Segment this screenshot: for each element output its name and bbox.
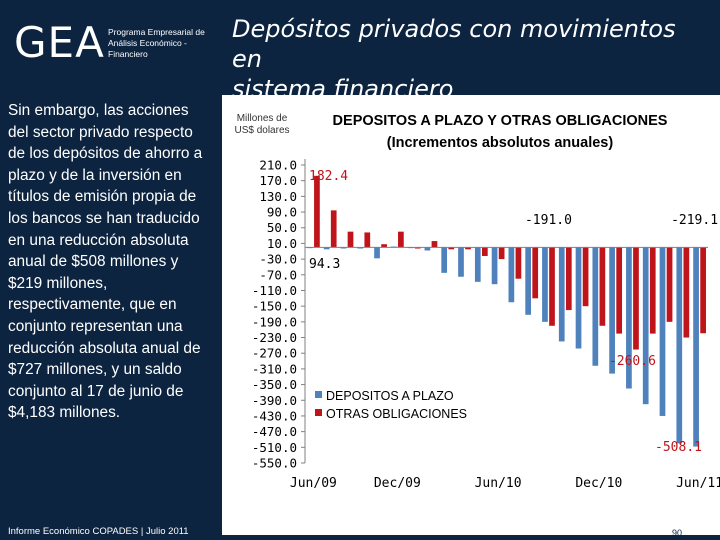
data-label: -508.1 <box>655 440 702 455</box>
obligaciones-bar <box>515 247 522 279</box>
depositos-bar <box>659 247 666 416</box>
y-tick-label: -310.0 <box>252 361 297 376</box>
obligaciones-bar <box>431 241 438 248</box>
y-axis-label-line1: Millones de <box>237 113 288 124</box>
y-tick-label: -150.0 <box>252 299 297 314</box>
obligaciones-bar <box>364 232 371 248</box>
depositos-bar <box>642 247 649 405</box>
depositos-bar <box>676 247 683 444</box>
data-label: 94.3 <box>309 257 340 272</box>
page-number: 90 <box>672 528 683 538</box>
y-tick-label: -350.0 <box>252 377 297 392</box>
depositos-bar <box>340 247 347 249</box>
depositos-bar <box>424 247 431 251</box>
obligaciones-bar <box>683 247 690 338</box>
depositos-bar <box>525 247 532 315</box>
depositos-bar <box>575 247 582 349</box>
depositos-bar <box>626 247 632 389</box>
x-tick-label: Jun/09 <box>290 476 337 491</box>
data-label: -219.1 <box>671 213 718 228</box>
depositos-bar <box>592 247 599 366</box>
obligaciones-bar <box>398 231 404 248</box>
depositos-bar <box>441 247 448 273</box>
x-tick-label: Dec/09 <box>374 476 421 491</box>
depositos-bar <box>374 247 380 259</box>
depositos-bar <box>357 247 364 249</box>
obligaciones-bar <box>448 247 455 250</box>
logo: GEA <box>14 18 105 67</box>
obligaciones-bar <box>599 247 606 326</box>
depositos-bar <box>458 247 464 277</box>
header-bar <box>222 0 720 95</box>
obligaciones-bar <box>532 247 539 299</box>
y-tick-label: -270.0 <box>252 346 297 361</box>
y-tick-label: 50.0 <box>267 220 297 235</box>
legend-label: OTRAS OBLIGACIONES <box>326 407 467 421</box>
depositos-bar <box>323 247 330 250</box>
depositos-bar <box>693 247 699 447</box>
obligaciones-bar <box>649 247 656 334</box>
depositos-bar <box>474 247 481 282</box>
y-tick-label: 10.0 <box>267 236 297 251</box>
obligaciones-bar <box>481 247 488 256</box>
y-tick-label: -190.0 <box>252 314 297 329</box>
obligaciones-bar <box>330 210 337 248</box>
y-tick-label: -470.0 <box>252 424 297 439</box>
x-tick-label: Jun/11 <box>676 476 720 491</box>
legend-swatch <box>315 391 322 398</box>
y-tick-label: -390.0 <box>252 393 297 408</box>
depositos-bar <box>542 247 548 322</box>
y-tick-label: -550.0 <box>252 456 297 471</box>
y-tick-label: -510.0 <box>252 440 297 455</box>
obligaciones-bar <box>314 175 320 248</box>
data-label: 182.4 <box>309 169 348 184</box>
obligaciones-bar <box>666 247 673 322</box>
x-tick-label: Jun/10 <box>475 476 522 491</box>
data-label: -260.6 <box>609 354 656 369</box>
data-label: -191.0 <box>525 213 572 228</box>
obligaciones-bar <box>465 247 471 250</box>
slide-title-line2: sistema financiero <box>232 75 454 103</box>
obligaciones-bar <box>633 247 639 350</box>
obligaciones-bar <box>414 247 421 249</box>
depositos-bar <box>508 247 515 303</box>
y-axis-label-line2: US$ dolares <box>234 125 289 136</box>
depositos-bar <box>558 247 565 342</box>
y-tick-label: 170.0 <box>259 173 297 188</box>
chart-title-line1: DEPOSITOS A PLAZO Y OTRAS OBLIGACIONES <box>333 113 668 129</box>
y-tick-label: -70.0 <box>259 267 297 282</box>
obligaciones-bar <box>347 231 354 248</box>
slide-title-line1: Depósitos privados con movimientos en <box>232 15 676 73</box>
depositos-bar <box>609 247 615 374</box>
obligaciones-bar <box>549 247 555 326</box>
depositos-bar <box>491 247 498 285</box>
left-panel <box>0 0 222 540</box>
y-tick-label: 130.0 <box>259 189 297 204</box>
y-tick-label: -30.0 <box>259 252 297 267</box>
obligaciones-bar <box>498 247 505 260</box>
bar-chart: Millones de US$ dolares DEPOSITOS A PLAZ… <box>234 113 720 491</box>
obligaciones-bar <box>700 247 706 334</box>
logo-subtitle: Programa Empresarial de Análisis Económi… <box>108 27 205 59</box>
legend-swatch <box>315 409 322 416</box>
y-tick-label: 210.0 <box>259 158 297 173</box>
bottom-bar <box>222 535 720 540</box>
chart-title-line2: (Incrementos absolutos anuales) <box>387 135 614 151</box>
obligaciones-bar <box>582 247 589 307</box>
obligaciones-bar <box>381 244 387 248</box>
x-tick-label: Dec/10 <box>575 476 622 491</box>
legend-label: DEPOSITOS A PLAZO <box>326 389 454 403</box>
y-tick-label: -430.0 <box>252 408 297 423</box>
y-tick-label: 90.0 <box>267 205 297 220</box>
y-tick-label: -110.0 <box>252 283 297 298</box>
slide-title: Depósitos privados con movimientos en si… <box>232 14 712 104</box>
footer-text: Informe Económico COPADES | Julio 2011 <box>8 526 189 537</box>
obligaciones-bar <box>565 247 572 311</box>
body-text: Sin embargo, las acciones del sector pri… <box>8 102 203 422</box>
obligaciones-bar <box>616 247 623 334</box>
y-tick-label: -230.0 <box>252 330 297 345</box>
